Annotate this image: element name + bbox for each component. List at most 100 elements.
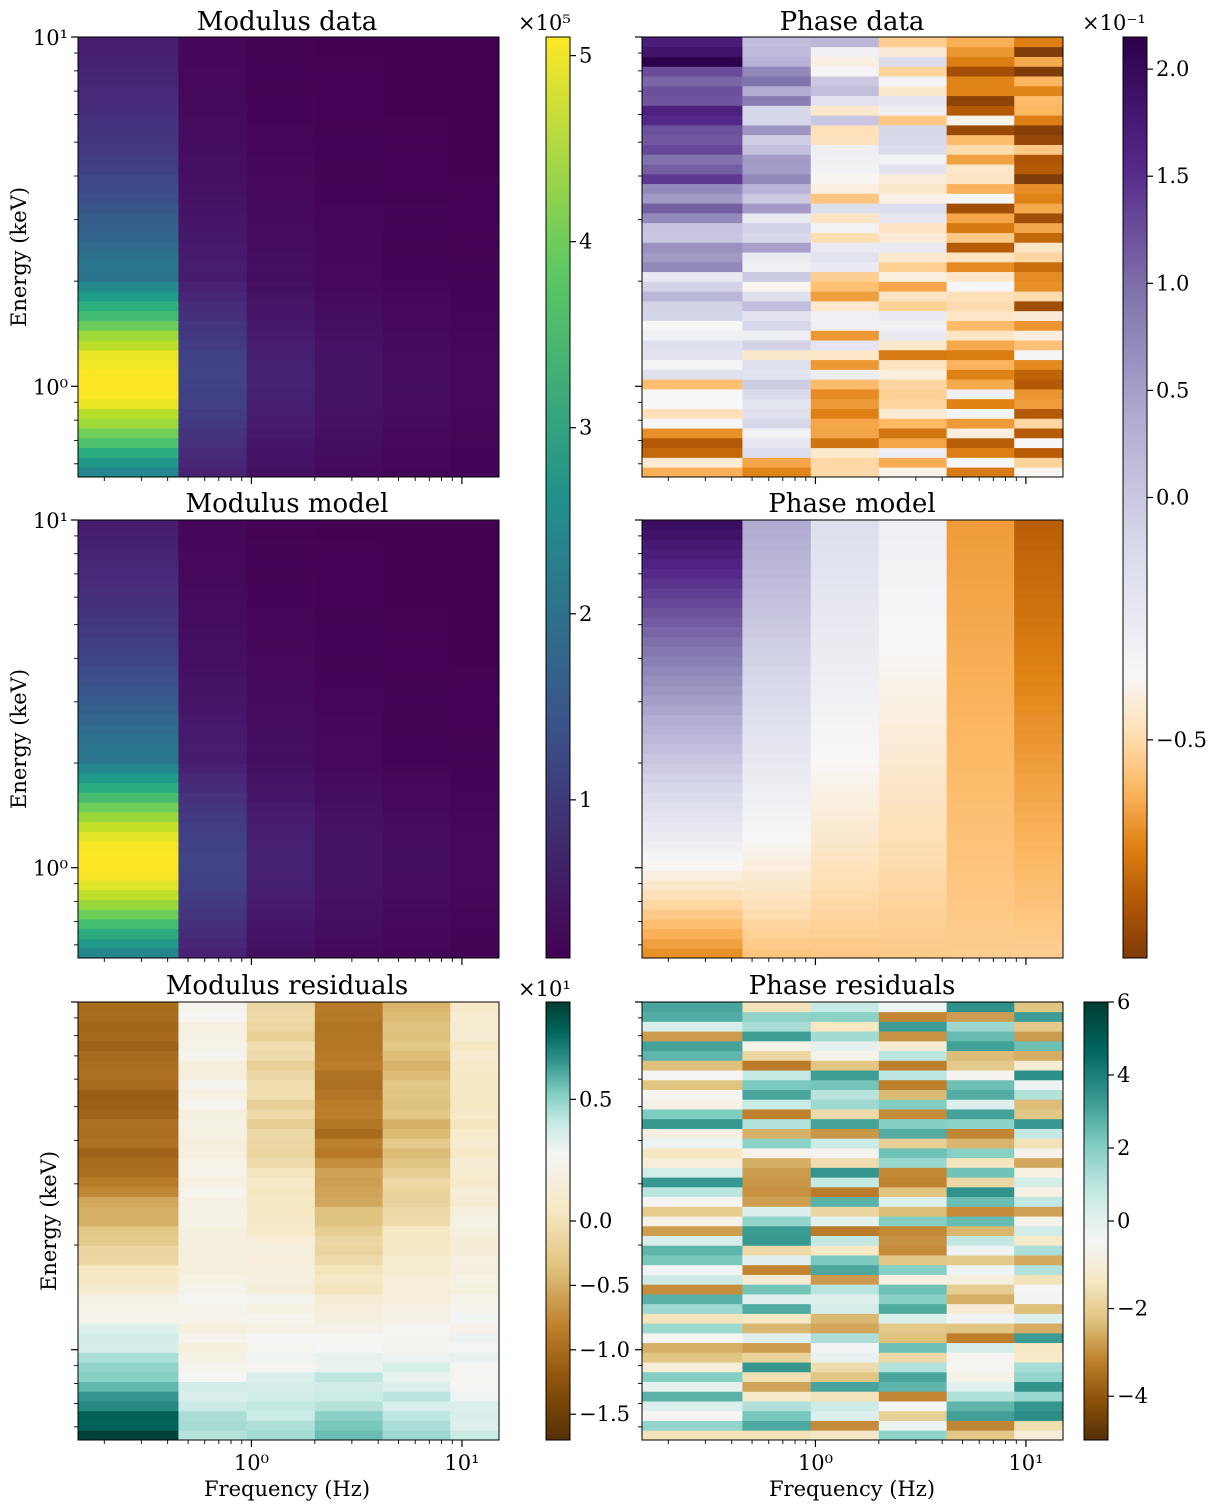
heatmap-cell — [450, 695, 500, 706]
heatmap-cell — [742, 646, 812, 657]
heatmap-cell — [946, 203, 1015, 214]
heatmap-cell — [946, 467, 1015, 478]
heatmap-cell — [742, 1031, 812, 1042]
heatmap-cell — [382, 183, 451, 194]
heatmap-cell — [382, 1109, 451, 1120]
heatmap-cell — [642, 938, 743, 949]
heatmap-cell — [810, 1031, 880, 1042]
heatmap-cell — [78, 1089, 179, 1100]
heatmap-cell — [742, 695, 812, 706]
heatmap-cell — [642, 1167, 743, 1178]
heatmap-cell — [810, 144, 880, 155]
heatmap-cell — [1014, 1079, 1064, 1090]
heatmap-cell — [178, 105, 248, 116]
heatmap-cell — [382, 1274, 451, 1285]
heatmap-cell — [382, 1410, 451, 1421]
heatmap-cell — [314, 1323, 384, 1334]
heatmap-cell — [1014, 1323, 1064, 1334]
heatmap-cell — [382, 617, 451, 628]
heatmap-cell — [382, 1255, 451, 1266]
heatmap-cell — [810, 607, 880, 618]
heatmap-cell — [450, 1148, 500, 1159]
heatmap-cell — [742, 359, 812, 370]
heatmap-cell — [178, 164, 248, 175]
heatmap-cell — [742, 1352, 812, 1363]
heatmap-cell — [178, 675, 248, 686]
heatmap-cell — [178, 666, 248, 677]
heatmap-cell — [382, 1079, 451, 1090]
heatmap-cell — [382, 636, 451, 647]
heatmap-cell — [314, 408, 384, 419]
heatmap-cell — [742, 183, 812, 194]
heatmap-cell — [382, 428, 451, 439]
heatmap-cell — [642, 627, 743, 638]
heatmap-cell — [178, 125, 248, 136]
heatmap-cell — [1014, 529, 1064, 540]
heatmap-cell — [810, 919, 880, 930]
heatmap-cell — [946, 115, 1015, 126]
heatmap-cell — [178, 1011, 248, 1022]
heatmap-cell — [246, 919, 316, 930]
heatmap-cell — [450, 1089, 500, 1100]
heatmap-cell — [246, 870, 316, 881]
heatmap-cell — [178, 1294, 248, 1305]
heatmap-cell — [78, 359, 179, 370]
heatmap-cell — [742, 1040, 812, 1052]
heatmap-cell — [382, 666, 451, 677]
heatmap-cell — [450, 802, 500, 813]
heatmap-cell — [810, 232, 880, 243]
heatmap-cell — [946, 134, 1015, 145]
heatmap-cell — [78, 948, 179, 959]
heatmap-cell — [246, 812, 316, 823]
heatmap-cell — [450, 232, 500, 243]
heatmap-cell — [246, 734, 316, 745]
heatmap-cell — [946, 125, 1015, 136]
heatmap-cell — [946, 154, 1015, 165]
heatmap-cell — [246, 232, 316, 243]
heatmap-cell — [642, 948, 743, 959]
heatmap-cell — [382, 870, 451, 881]
heatmap-cell — [642, 1099, 743, 1110]
heatmap-cell — [642, 714, 743, 725]
heatmap-cell — [314, 763, 384, 774]
heatmap-cell — [78, 1021, 179, 1032]
heatmap-cell — [382, 467, 451, 478]
heatmap-cell — [382, 1216, 451, 1227]
heatmap-cell — [1014, 919, 1064, 930]
heatmap-cell — [178, 695, 248, 706]
heatmap-cell — [450, 1167, 500, 1178]
heatmap-cell — [246, 1011, 316, 1022]
heatmap-cell — [78, 520, 179, 531]
heatmap-cell — [450, 56, 500, 67]
heatmap-cell — [450, 467, 500, 478]
heatmap-cell — [314, 549, 384, 560]
heatmap-cell — [1014, 164, 1064, 175]
heatmap-cell — [1014, 213, 1064, 224]
heatmap-cell — [450, 578, 500, 589]
heatmap-cell — [642, 320, 743, 331]
heatmap-cell — [382, 909, 451, 920]
frame-phase-model — [641, 519, 1064, 959]
heatmap-cell — [742, 1313, 812, 1324]
heatmap-cell — [742, 1060, 812, 1071]
heatmap-cell — [78, 1391, 179, 1402]
heatmap-cell — [642, 1342, 743, 1353]
heatmap-cell — [314, 724, 384, 735]
heatmap-cell — [946, 938, 1015, 949]
heatmap-cell — [1014, 558, 1064, 570]
heatmap-cell — [1014, 850, 1064, 862]
heatmap-cell — [246, 889, 316, 900]
heatmap-cell — [178, 1216, 248, 1227]
heatmap-cell — [642, 398, 743, 409]
heatmap-cell — [78, 1274, 179, 1285]
heatmap-cell — [246, 1070, 316, 1081]
heatmap-cell — [642, 880, 743, 891]
heatmap-cell — [878, 95, 948, 106]
heatmap-cell — [382, 164, 451, 175]
heatmap-cell — [314, 841, 384, 852]
heatmap-cell — [742, 37, 812, 48]
heatmap-cell — [642, 607, 743, 618]
heatmap-cell — [450, 1255, 500, 1266]
heatmap-cell — [878, 539, 948, 550]
